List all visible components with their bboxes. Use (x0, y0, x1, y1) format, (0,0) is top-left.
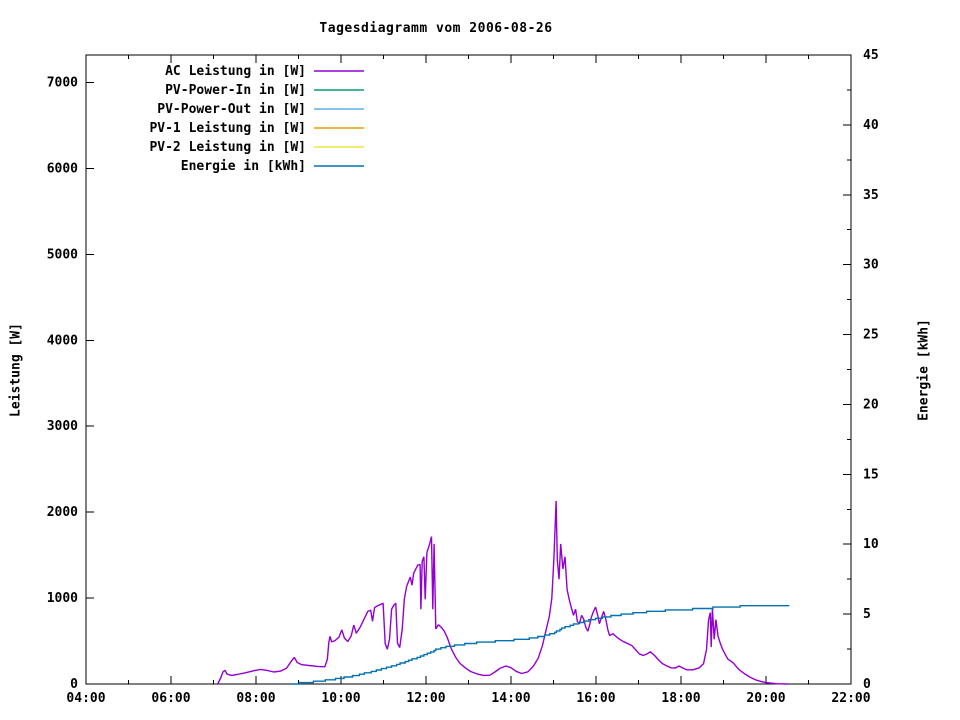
series-energie (291, 605, 790, 685)
y-axis-label-right: Energie [kWh] (916, 319, 932, 421)
legend-item-label: PV-2 Leistung in [W] (149, 140, 306, 155)
legend-item-label: AC Leistung in [W] (165, 64, 306, 79)
legend-item-label: PV-Power-In in [W] (165, 83, 306, 98)
y-right-tick-label: 35 (863, 188, 879, 203)
x-tick-label: 20:00 (746, 691, 785, 706)
y-left-tick-label: 4000 (47, 333, 78, 348)
y-left-tick-label: 1000 (47, 591, 78, 606)
y-left-tick-label: 7000 (47, 76, 78, 91)
y-left-tick-label: 5000 (47, 247, 78, 262)
x-tick-label: 04:00 (66, 691, 105, 706)
y-left-tick-labels: 0 1000 2000 3000 4000 5000 6000 7000 (47, 76, 78, 693)
x-tick-label: 22:00 (831, 691, 870, 706)
y-right-tick-label: 10 (863, 537, 879, 552)
y-left-tick-label: 6000 (47, 161, 78, 176)
y-right-tick-labels: 0 5 10 15 20 25 30 35 40 45 (863, 48, 879, 692)
x-tick-label: 12:00 (406, 691, 445, 706)
legend: AC Leistung in [W] PV-Power-In in [W] PV-P… (149, 64, 364, 174)
x-axis-tick-labels: 04:00 06:00 08:00 10:00 12:00 14:00 16:00 18:00… (66, 691, 870, 706)
x-tick-label: 16:00 (576, 691, 615, 706)
y-axis-label-left: Leistung [W] (8, 323, 24, 417)
y-right-tick-label: 45 (863, 48, 879, 63)
x-tick-label: 14:00 (491, 691, 530, 706)
y-left-tick-label: 2000 (47, 505, 78, 520)
y-left-tick-label: 0 (70, 677, 78, 692)
x-tick-label: 06:00 (151, 691, 190, 706)
chart-title: Tagesdiagramm vom 2006-08-26 (319, 21, 553, 36)
x-tick-label: 10:00 (321, 691, 360, 706)
x-axis-ticks (85, 55, 852, 684)
y-right-tick-label: 0 (863, 677, 871, 692)
y-left-ticks (86, 82, 94, 685)
legend-item-label: PV-1 Leistung in [W] (149, 121, 306, 136)
legend-item-label: PV-Power-Out in [W] (157, 102, 306, 117)
y-right-tick-label: 20 (863, 397, 879, 412)
y-right-tick-label: 40 (863, 118, 879, 133)
y-left-tick-label: 3000 (47, 419, 78, 434)
x-tick-label: 08:00 (236, 691, 275, 706)
y-right-ticks (843, 54, 851, 685)
x-tick-label: 18:00 (661, 691, 700, 706)
y-right-tick-label: 5 (863, 607, 871, 622)
legend-item-label: Energie in [kWh] (181, 159, 306, 174)
y-right-tick-label: 30 (863, 258, 879, 273)
series-ac-leistung (217, 500, 788, 685)
y-right-tick-label: 15 (863, 467, 879, 482)
y-right-tick-label: 25 (863, 328, 879, 343)
